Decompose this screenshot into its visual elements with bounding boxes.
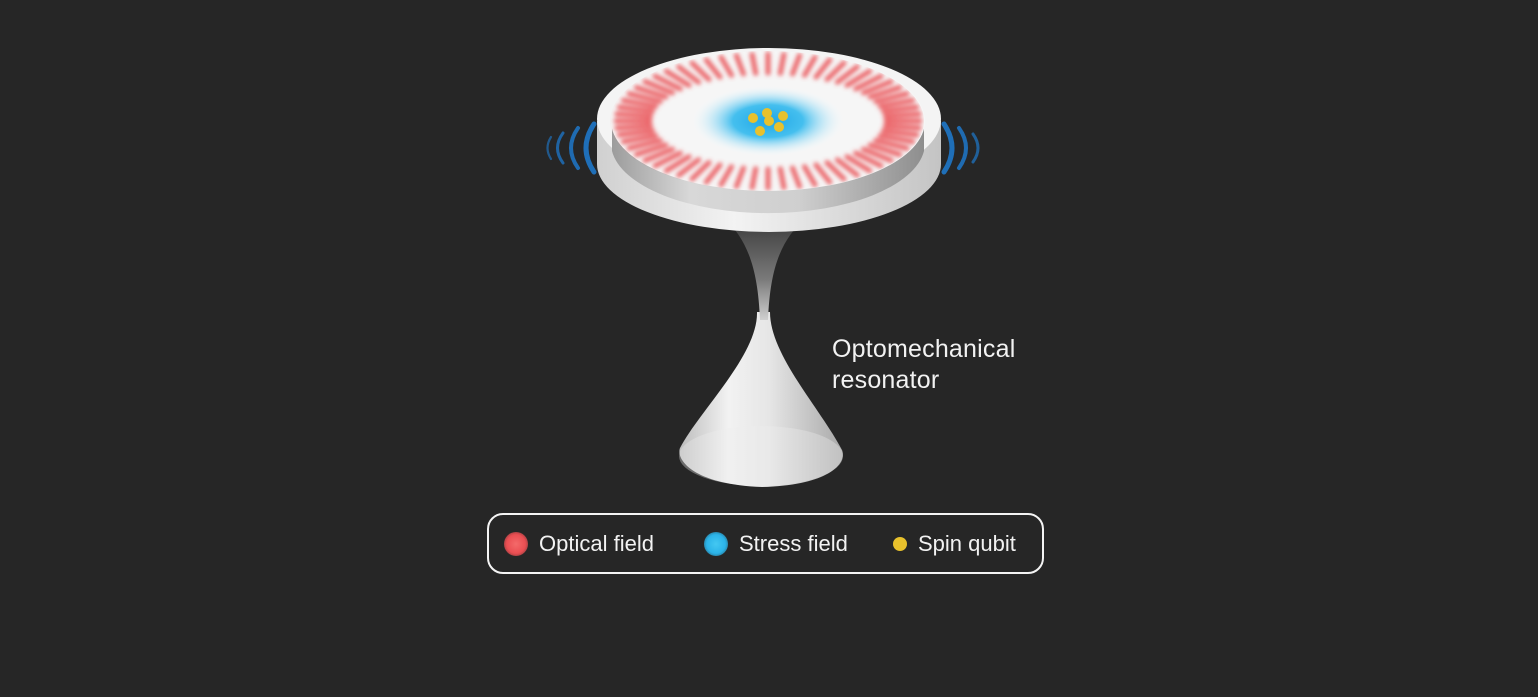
optical-lobe xyxy=(616,128,656,138)
optical-lobe xyxy=(880,128,920,138)
spin-qubit-swatch-icon xyxy=(893,536,907,551)
optical-lobe xyxy=(689,60,712,82)
optical-lobe xyxy=(867,85,903,100)
optical-lobe xyxy=(882,123,922,131)
optical-lobe xyxy=(882,111,922,119)
optical-lobe xyxy=(777,166,787,191)
stress-field-swatch-icon xyxy=(704,531,728,556)
optical-lobe xyxy=(633,85,669,100)
optical-lobe xyxy=(777,51,787,76)
pedestal-cone xyxy=(679,312,843,487)
optical-lobe xyxy=(626,91,663,104)
optical-lobe xyxy=(824,60,847,82)
optical-lobe xyxy=(834,157,860,178)
optical-lobe xyxy=(652,73,683,92)
optical-lobe xyxy=(633,142,669,157)
optical-lobe xyxy=(834,64,860,85)
legend-label-spin-qubit: Spin qubit xyxy=(918,530,1016,556)
optical-lobe xyxy=(867,142,903,157)
optical-lobe xyxy=(733,53,746,77)
optical-lobe xyxy=(802,164,818,188)
optical-lobe xyxy=(614,123,654,131)
optical-field-pattern xyxy=(613,51,923,191)
optical-lobe xyxy=(733,165,746,189)
optical-lobe xyxy=(676,157,702,178)
optical-lobe xyxy=(718,164,734,188)
optical-lobe xyxy=(853,73,884,92)
optical-lobe xyxy=(642,146,675,163)
spin-qubit-cluster xyxy=(748,108,788,136)
optical-lobe xyxy=(844,154,873,174)
legend-item-spin-qubit: Spin qubit xyxy=(893,515,1016,572)
optical-lobe xyxy=(689,160,712,182)
resonator-label-line2: resonator xyxy=(832,366,940,394)
optical-lobe xyxy=(703,57,723,80)
legend-item-stress-field: Stress field xyxy=(704,515,848,572)
resonator-label-line1: Optomechanical xyxy=(832,335,1016,363)
optical-lobe xyxy=(663,154,692,174)
vibration-arcs-right xyxy=(941,121,980,175)
optical-lobe xyxy=(642,79,675,96)
pedestal-stem xyxy=(724,218,806,320)
optical-lobe xyxy=(790,53,803,77)
optical-lobe xyxy=(813,162,833,185)
optical-lobe xyxy=(877,97,916,109)
optical-lobe xyxy=(703,162,723,185)
optical-lobe xyxy=(749,51,759,76)
optical-lobe xyxy=(844,68,873,88)
resonator-label: Optomechanical resonator xyxy=(832,334,1015,396)
optical-field-swatch-icon xyxy=(504,531,528,556)
optical-lobe xyxy=(880,104,920,114)
optical-lobe xyxy=(861,79,894,96)
optical-lobe xyxy=(614,111,654,119)
optical-lobe xyxy=(861,146,894,163)
optical-lobe xyxy=(873,138,910,151)
optical-lobe xyxy=(663,68,692,88)
optical-lobe xyxy=(877,133,916,145)
optical-lobe xyxy=(676,64,702,85)
vibration-arcs-left xyxy=(546,121,597,175)
optical-lobe xyxy=(853,150,884,169)
optical-lobe xyxy=(652,150,683,169)
optical-lobe xyxy=(626,138,663,151)
optical-lobe xyxy=(620,133,659,145)
optical-lobe xyxy=(790,165,803,189)
optical-lobe xyxy=(749,166,759,191)
legend-label-optical-field: Optical field xyxy=(539,530,654,556)
optical-lobe xyxy=(620,97,659,109)
optical-lobe xyxy=(873,91,910,104)
optical-lobe xyxy=(718,54,734,78)
optical-lobe xyxy=(616,104,656,114)
optical-lobe xyxy=(813,57,833,80)
legend-item-optical-field: Optical field xyxy=(504,515,654,572)
legend-label-stress-field: Stress field xyxy=(739,530,848,556)
legend-box: Optical field Stress field Spin qubit xyxy=(487,513,1044,574)
optical-lobe xyxy=(824,160,847,182)
optical-lobe xyxy=(802,54,818,78)
